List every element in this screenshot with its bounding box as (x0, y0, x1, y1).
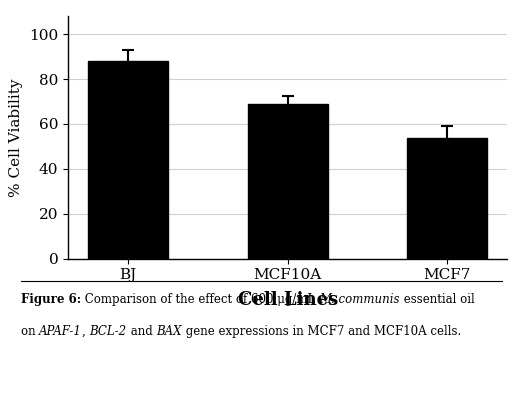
Y-axis label: % Cell Viability: % Cell Viability (9, 78, 24, 197)
Text: Figure 6:: Figure 6: (21, 293, 81, 306)
Text: Comparison of the effect of 600 μg/mL: Comparison of the effect of 600 μg/mL (81, 293, 319, 306)
Text: M. communis: M. communis (319, 293, 400, 306)
Text: APAF-1: APAF-1 (39, 325, 82, 338)
Bar (407, 139, 487, 259)
Text: essential oil: essential oil (400, 293, 474, 306)
Text: gene expressions in MCF7 and MCF10A cells.: gene expressions in MCF7 and MCF10A cell… (182, 325, 461, 338)
Text: ,: , (82, 325, 89, 338)
Text: BCL-2: BCL-2 (89, 325, 127, 338)
X-axis label: Cell Lines: Cell Lines (237, 290, 338, 309)
Bar (248, 104, 327, 259)
Bar (88, 61, 168, 259)
Text: on: on (21, 325, 39, 338)
Text: BAX: BAX (156, 325, 182, 338)
Text: and: and (127, 325, 156, 338)
